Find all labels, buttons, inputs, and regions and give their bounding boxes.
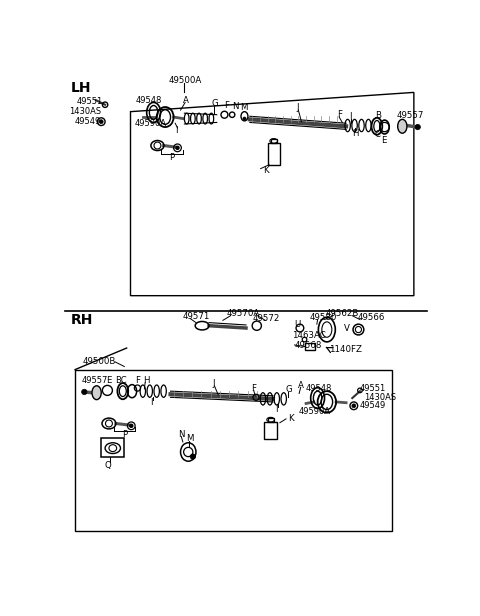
Text: 1430AS: 1430AS bbox=[69, 107, 101, 116]
Ellipse shape bbox=[92, 386, 101, 400]
Text: 1430AS: 1430AS bbox=[364, 393, 396, 402]
Text: J: J bbox=[296, 103, 299, 112]
Text: 49549: 49549 bbox=[360, 401, 386, 410]
Text: M: M bbox=[240, 103, 247, 112]
Text: 49500B: 49500B bbox=[83, 357, 116, 367]
Text: 49500A: 49500A bbox=[169, 76, 202, 86]
Text: 49549: 49549 bbox=[75, 117, 101, 126]
Text: H: H bbox=[143, 376, 149, 385]
Text: 49557: 49557 bbox=[81, 376, 108, 385]
Bar bbox=[264, 422, 277, 439]
Text: 1463AC: 1463AC bbox=[292, 331, 326, 340]
Text: N: N bbox=[178, 430, 185, 439]
Text: 49548: 49548 bbox=[136, 95, 162, 105]
Text: F: F bbox=[135, 376, 140, 385]
Text: E: E bbox=[106, 376, 111, 385]
Text: 49580: 49580 bbox=[310, 313, 337, 322]
Circle shape bbox=[190, 454, 195, 460]
Text: U: U bbox=[295, 320, 301, 329]
Text: 49562B: 49562B bbox=[325, 309, 359, 318]
Text: 49572: 49572 bbox=[252, 314, 279, 323]
Text: G: G bbox=[211, 99, 218, 108]
Text: H: H bbox=[352, 129, 359, 138]
Bar bbox=[267, 143, 280, 164]
Text: 49566: 49566 bbox=[358, 313, 385, 322]
Text: 49568: 49568 bbox=[295, 341, 322, 351]
Bar bbox=[267, 418, 274, 422]
Text: 49571: 49571 bbox=[183, 312, 210, 321]
Text: M: M bbox=[186, 434, 193, 444]
Ellipse shape bbox=[398, 120, 407, 133]
Text: B: B bbox=[375, 111, 381, 120]
Text: I: I bbox=[275, 405, 278, 414]
Text: E: E bbox=[381, 136, 386, 145]
Text: G: G bbox=[285, 385, 292, 394]
Circle shape bbox=[99, 120, 103, 124]
Text: BC: BC bbox=[115, 376, 127, 385]
Text: I: I bbox=[175, 126, 178, 135]
Text: K: K bbox=[263, 166, 269, 176]
Text: A: A bbox=[299, 381, 304, 389]
Bar bbox=[271, 139, 277, 143]
Text: N: N bbox=[232, 102, 239, 111]
Text: 1140FZ: 1140FZ bbox=[329, 345, 362, 354]
Text: A: A bbox=[183, 95, 189, 105]
Bar bbox=[101, 438, 124, 457]
Text: C: C bbox=[374, 130, 381, 139]
Text: LH: LH bbox=[71, 81, 91, 95]
Text: 49557: 49557 bbox=[397, 111, 424, 120]
Text: 49551: 49551 bbox=[77, 97, 103, 106]
Text: P: P bbox=[122, 430, 127, 439]
Text: F: F bbox=[225, 101, 229, 110]
Text: I: I bbox=[151, 398, 153, 407]
Text: V: V bbox=[344, 324, 349, 333]
Text: Q: Q bbox=[104, 461, 111, 469]
Circle shape bbox=[352, 404, 356, 408]
Text: I: I bbox=[349, 111, 352, 121]
Text: 49590A: 49590A bbox=[135, 119, 167, 128]
Circle shape bbox=[415, 124, 420, 130]
Bar bbox=[304, 343, 314, 351]
Text: RH: RH bbox=[71, 314, 93, 327]
Circle shape bbox=[243, 117, 246, 120]
Text: 49590A: 49590A bbox=[299, 407, 330, 416]
Text: 49548: 49548 bbox=[306, 384, 333, 392]
Text: P: P bbox=[169, 153, 174, 161]
Text: 49570A: 49570A bbox=[227, 309, 260, 318]
Text: 49551: 49551 bbox=[360, 384, 386, 392]
Circle shape bbox=[130, 424, 133, 428]
Text: F: F bbox=[337, 110, 342, 120]
Text: K: K bbox=[288, 415, 294, 423]
Circle shape bbox=[82, 389, 87, 395]
Circle shape bbox=[176, 146, 179, 149]
Text: F: F bbox=[252, 384, 256, 392]
Text: J: J bbox=[212, 379, 215, 388]
